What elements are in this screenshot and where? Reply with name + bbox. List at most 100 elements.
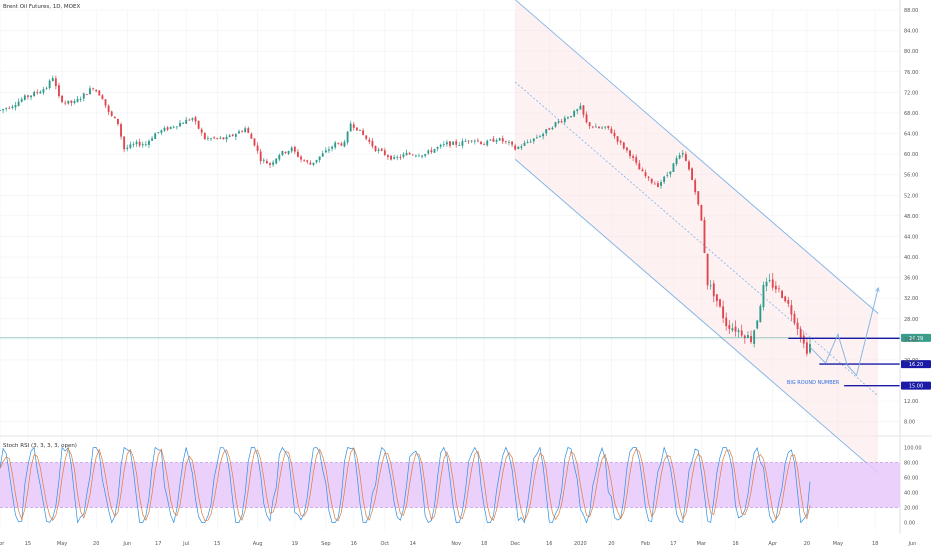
projection-line[interactable] — [809, 287, 879, 377]
x-tick-label: Apr — [768, 541, 778, 547]
x-tick-label: Jun — [122, 541, 131, 547]
x-tick-label: 18 — [872, 541, 878, 547]
candle-body — [405, 152, 408, 156]
candle-body — [365, 135, 368, 139]
candle-body — [427, 150, 430, 154]
candle-body — [328, 149, 330, 151]
candle-body — [309, 162, 312, 165]
candle-body — [362, 130, 365, 135]
stoch-y-tick-label: 80.00 — [904, 461, 918, 467]
candle-body — [101, 95, 104, 100]
y-tick-label: 48.00 — [904, 214, 918, 220]
candle-body — [11, 106, 14, 108]
candle-body — [433, 149, 436, 153]
candle-body — [318, 156, 321, 161]
candle-body — [290, 147, 293, 152]
candle-body — [576, 109, 579, 112]
candle-body — [113, 116, 116, 119]
candle-body — [799, 329, 802, 338]
regression-channel[interactable] — [514, 0, 879, 474]
candle-body — [207, 138, 209, 139]
candle-body — [194, 117, 197, 122]
candle-body — [449, 141, 451, 146]
candle-body — [619, 140, 622, 143]
candle-body — [523, 142, 526, 146]
candle-body — [120, 124, 122, 137]
stoch-panel — [0, 446, 900, 524]
candle-body — [191, 118, 194, 120]
candle-body — [383, 150, 386, 155]
candle-body — [123, 136, 126, 150]
candle-body — [241, 131, 243, 133]
candle-body — [657, 183, 659, 187]
candle-body — [495, 140, 498, 142]
candle-body — [138, 141, 141, 146]
x-tick-label: Dec — [510, 541, 520, 547]
candle-body — [293, 146, 296, 152]
candle-body — [144, 144, 147, 145]
candle-body — [42, 89, 45, 93]
candle-body — [222, 137, 225, 140]
horizontal-levels[interactable]: 24.29 16.20 15.00 — [0, 333, 931, 390]
candle-body — [765, 281, 768, 287]
stoch-y-tick-label: 60.00 — [904, 476, 918, 482]
x-tick-label: Nov — [451, 541, 461, 547]
candle-body — [278, 155, 281, 160]
candle-body — [275, 158, 278, 164]
candle-body — [545, 129, 548, 134]
projection-path[interactable] — [809, 286, 880, 377]
candle-body — [554, 122, 557, 127]
candle-body — [334, 142, 337, 148]
candle-body — [228, 135, 231, 138]
x-tick-label: Jul — [182, 541, 189, 547]
candle-body — [604, 126, 607, 128]
candle-body — [175, 126, 178, 128]
candle-body — [346, 131, 349, 143]
candle-body — [337, 142, 340, 144]
candle-body — [343, 141, 346, 147]
x-tick-label: May — [833, 541, 843, 547]
candle-body — [768, 280, 771, 281]
candle-body — [442, 144, 445, 145]
candle-body — [759, 305, 762, 323]
candle-body — [306, 160, 309, 162]
candle-body — [688, 161, 690, 170]
candle-body — [0, 110, 1, 111]
candle-body — [244, 128, 247, 133]
candle-body — [439, 144, 442, 147]
candle-body — [781, 290, 783, 298]
channel-lower-line[interactable] — [514, 158, 879, 474]
candle-body — [613, 132, 616, 137]
candle-body — [722, 306, 725, 319]
candle-body — [706, 253, 709, 286]
candle-body — [231, 134, 234, 136]
candle-body — [377, 149, 380, 151]
candle-body — [107, 105, 110, 112]
candle-body — [89, 88, 91, 95]
candle-body — [809, 344, 811, 353]
candle-body — [625, 147, 628, 151]
candle-body — [750, 336, 752, 342]
candle-body — [455, 141, 458, 145]
candle-body — [95, 89, 98, 92]
channel-upper-line[interactable] — [514, 0, 879, 314]
candle-body — [647, 176, 650, 178]
candle-body — [203, 133, 206, 140]
candle-body — [219, 137, 222, 139]
candle-body — [402, 154, 405, 157]
candle-body — [588, 122, 591, 127]
candle-body — [303, 160, 306, 162]
candle-body — [452, 141, 455, 145]
candle-body — [660, 182, 662, 186]
candle-body — [424, 154, 427, 156]
y-tick-label: 28.00 — [904, 317, 918, 323]
candle-body — [331, 146, 333, 149]
candle-body — [520, 146, 523, 148]
y-tick-label: 84.00 — [904, 29, 918, 35]
candle-body — [778, 288, 780, 290]
candle-body — [563, 117, 566, 123]
candle-body — [616, 136, 619, 142]
candle-body — [169, 126, 172, 129]
